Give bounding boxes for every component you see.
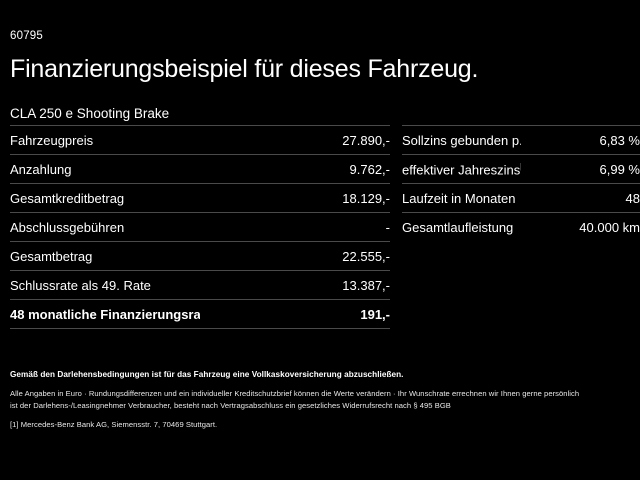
row-label: Schlussrate als 49. Rate [10,270,200,300]
row-value: 191,- [200,299,390,329]
row-label: Gesamtbetrag [10,241,200,271]
row-value: 13.387,- [200,270,390,300]
row-label-text: effektiver Jahreszins [402,162,521,178]
row-value: - [200,212,390,242]
row-label: 48 monatliche Finanzierungsraten zu je [10,299,200,329]
financing-tables: Fahrzeugpreis 27.890,- Anzahlung 9.762,-… [10,125,640,329]
row-label: Gesamtlaufleistung [402,212,521,242]
table-row: Anzahlung 9.762,- [10,154,390,184]
row-label: Gesamtkreditbetrag [10,183,200,213]
footnote-line-1: Alle Angaben in Euro · Rundungsdifferenz… [10,389,580,398]
footnote-line-2: ist der Darlehens-/Leasingnehmer Verbrau… [10,400,451,410]
row-value: 40.000 km [521,212,640,242]
table-row: Gesamtlaufleistung 40.000 km [402,212,640,242]
row-value: 18.129,- [200,183,390,213]
row-label: Laufzeit in Monaten [402,183,521,213]
page-title: Finanzierungsbeispiel für dieses Fahrzeu… [10,55,479,83]
row-label-text: Sollzins gebunden p.a. [402,133,521,148]
row-label-text: Gesamtlaufleistung [402,220,514,236]
row-label: Anzahlung [10,154,200,184]
table-row: Gesamtkreditbetrag 18.129,- [10,183,390,213]
row-value: 6,83 % [521,125,640,155]
row-value: 9.762,- [200,154,390,184]
financing-table-left: Fahrzeugpreis 27.890,- Anzahlung 9.762,-… [10,125,390,329]
financing-table-right-column: Sollzins gebunden p.a. 6,83 % effektiver… [402,125,640,242]
row-label: Sollzins gebunden p.a. [402,125,521,155]
table-row: Sollzins gebunden p.a. 6,83 % [402,125,640,155]
reference-id: 60795 [10,30,43,42]
table-row: Fahrzeugpreis 27.890,- [10,125,390,155]
financing-table-right: Sollzins gebunden p.a. 6,83 % effektiver… [402,125,640,242]
table-row: Laufzeit in Monaten 48 [402,183,640,213]
financing-table-left-column: Fahrzeugpreis 27.890,- Anzahlung 9.762,-… [10,125,390,329]
table-row: Gesamtbetrag 22.555,- [10,241,390,271]
row-value: 22.555,- [200,241,390,271]
row-label-text: Laufzeit in Monaten [402,191,516,207]
row-value: 27.890,- [200,125,390,155]
row-label: effektiver Jahreszins[1] [402,153,521,184]
footnote-marker: [1] [520,162,521,171]
table-row: Schlussrate als 49. Rate 13.387,- [10,270,390,300]
table-row-monthly-rate: 48 monatliche Finanzierungsraten zu je 1… [10,299,390,329]
table-row: Abschlussgebühren - [10,212,390,242]
row-label: Fahrzeugpreis [10,125,200,155]
table-row: effektiver Jahreszins[1] 6,99 % [402,153,640,184]
footnote-insurance-notice: Gemäß den Darlehensbedingungen ist für d… [10,370,404,379]
row-value: 6,99 % [521,153,640,184]
footnote-line-3: [1] Mercedes-Benz Bank AG, Siemensstr. 7… [10,420,218,429]
row-label: Abschlussgebühren [10,212,200,242]
footnotes: Gemäß den Darlehensbedingungen ist für d… [10,370,630,431]
vehicle-model-label: CLA 250 e Shooting Brake [10,106,170,121]
row-value: 48 [521,183,640,213]
